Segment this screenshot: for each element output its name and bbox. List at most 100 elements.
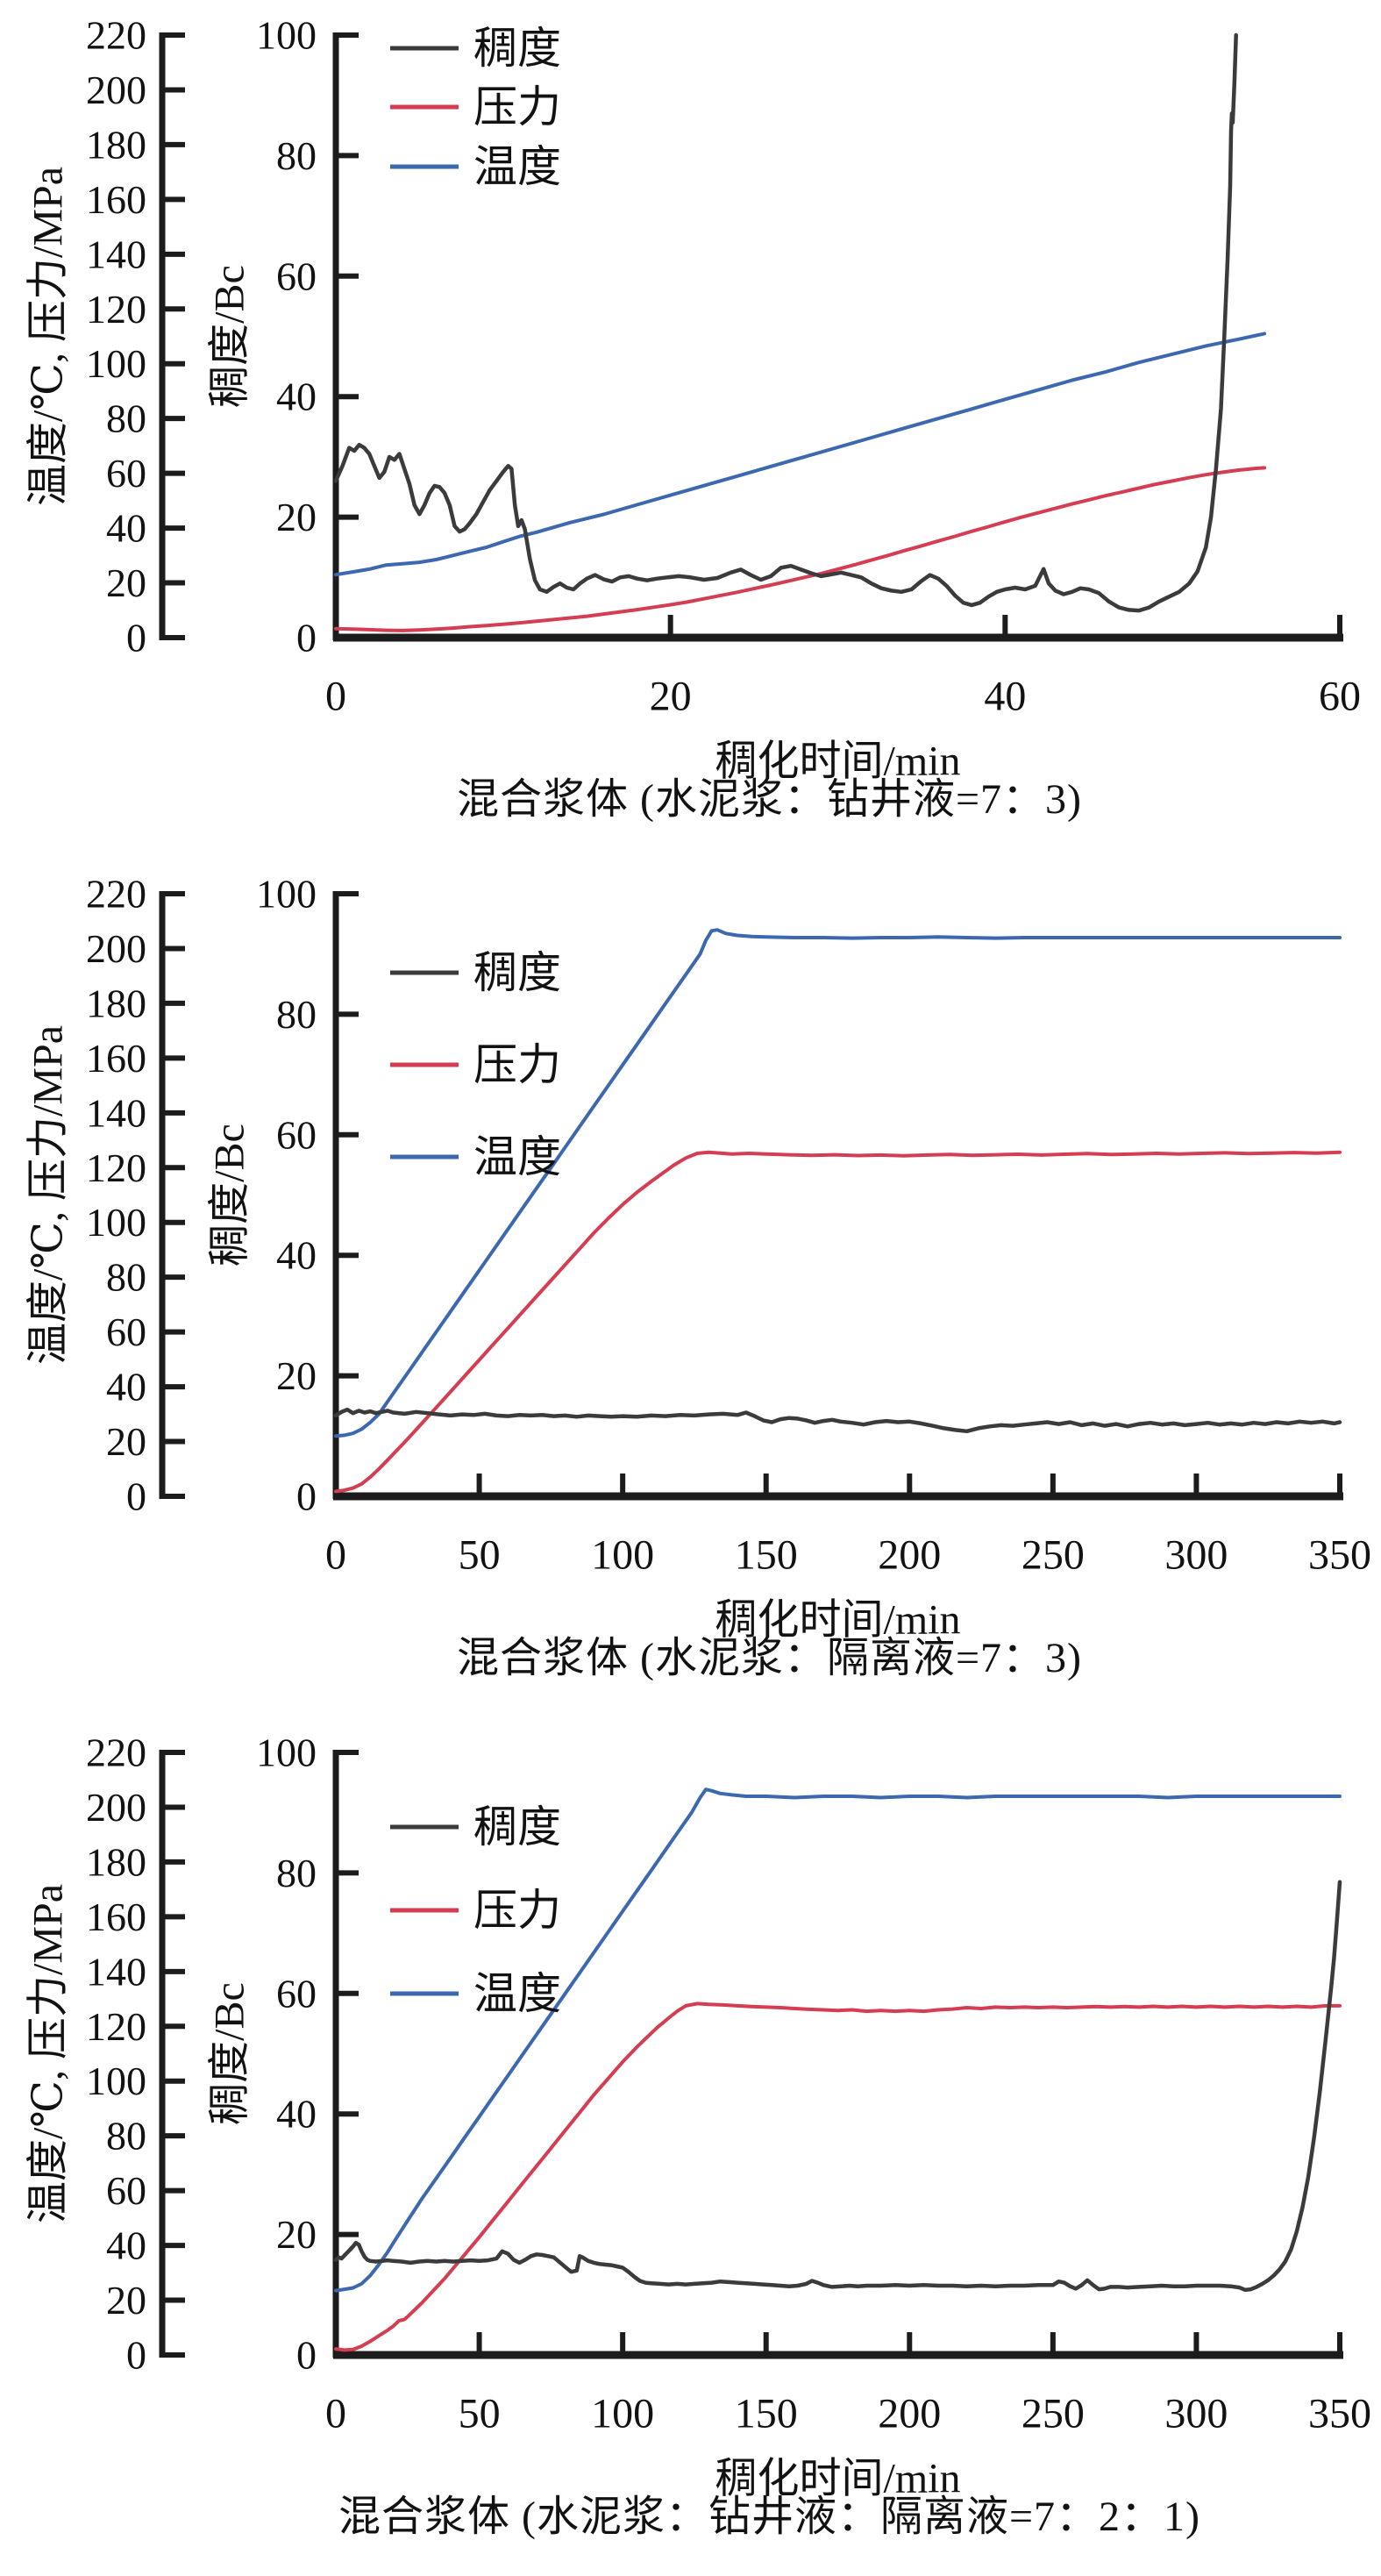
outer-y-tick-label: 160 [86,177,146,222]
outer-y-tick-label: 180 [86,981,146,1025]
x-tick-label: 250 [1022,2391,1085,2437]
inner-y-tick-label: 100 [256,13,317,58]
temperature-line [334,332,1267,577]
outer-y-tick-label: 220 [86,1730,146,1775]
x-tick-label: 50 [459,2391,501,2437]
outer-y-tick-label: 100 [86,341,146,386]
x-tick-label: 50 [459,1532,501,1579]
inner-y-tick-label: 0 [296,616,317,660]
outer-y-tick-label: 120 [86,1145,146,1190]
legend-label-consistency: 稠度 [473,24,561,73]
outer-y-tick-label: 20 [106,2278,146,2323]
x-tick-label: 350 [1308,2391,1371,2437]
pressure-line [334,2002,1342,2352]
outer-y-tick-label: 160 [86,1036,146,1081]
outer-y-tick-label: 80 [106,396,146,441]
consistency-line [333,1407,1342,1434]
legend-label-pressure: 压力 [473,82,561,132]
chart-block-2: 0 20 40 60 80 100 120 140 160 180 200 220 温度/℃, 压力/M… [0,859,1381,1717]
inner-y-tick-label: 60 [276,1112,317,1157]
legend-item-pressure: 压力 [390,1886,561,1935]
temperature-line [334,1788,1342,2293]
outer-y-tick-label: 220 [86,872,146,917]
inner-y-axis-label: 稠度/Bc [207,1982,253,2125]
inner-y-tick-label: 40 [276,2092,317,2137]
inner-y-tick-label: 60 [276,1971,317,2016]
outer-y-tick-label: 80 [106,2114,146,2159]
x-axis-label: 稠化时间/min [715,2456,960,2502]
chart-block-1: 0 20 40 60 80 100 120 140 160 180 200 220 温度/℃, 压力/M… [0,0,1381,859]
inner-y-axis-label: 稠度/Bc [207,1124,253,1267]
inner-y-tick-label: 20 [276,2212,317,2257]
outer-y-tick-label: 0 [126,616,146,660]
x-tick-label: 150 [735,2391,798,2437]
x-tick-label: 60 [1319,674,1361,720]
outer-y-tick-label: 0 [126,1474,146,1519]
outer-y-tick-label: 220 [86,13,146,58]
legend-item-pressure: 压力 [390,1040,561,1089]
outer-y-tick-label: 60 [106,1309,146,1354]
outer-y-tick-label: 40 [106,506,146,551]
outer-y-tick-label: 140 [86,1949,146,1994]
inner-y-tick-label: 100 [256,1730,317,1775]
chart-block-3: 0 20 40 60 80 100 120 140 160 180 200 220 温度/℃, 压力/M… [0,1717,1381,2576]
legend-item-consistency: 稠度 [390,1802,561,1852]
x-axis-label: 稠化时间/min [715,739,960,785]
outer-y-tick-label: 100 [86,1200,146,1245]
x-tick-label: 200 [878,1532,941,1579]
inner-y-tick-label: 0 [296,2333,317,2378]
outer-y-tick-label: 120 [86,2004,146,2049]
inner-y-tick-label: 100 [256,872,317,917]
x-tick-label: 100 [591,1532,654,1579]
x-tick-label: 300 [1164,1532,1228,1579]
pressure-line [334,466,1267,632]
legend-item-consistency: 稠度 [390,24,561,73]
outer-y-tick-label: 60 [106,2168,146,2213]
x-tick-label: 350 [1308,1532,1371,1579]
inner-y-tick-label: 80 [276,992,317,1037]
x-axis-label: 稠化时间/min [715,1597,960,1644]
outer-y-axis-label: 温度/℃, 压力/MPa [25,1884,72,2223]
inner-y-tick-label: 80 [276,1851,317,1895]
x-tick-label: 0 [325,1532,346,1579]
consistency-line [333,32,1238,613]
x-tick-label: 250 [1022,1532,1085,1579]
temperature-line [334,928,1342,1438]
x-tick-label: 40 [984,674,1026,720]
outer-y-tick-label: 160 [86,1895,146,1939]
outer-y-tick-label: 40 [106,1365,146,1409]
inner-y-axis-label: 稠度/Bc [207,265,253,408]
consistency-line [333,1880,1342,2293]
legend-label-temperature: 温度 [473,1132,561,1181]
legend-label-consistency: 稠度 [473,948,561,997]
outer-y-tick-label: 60 [106,451,146,496]
outer-y-tick-label: 0 [126,2333,146,2378]
legend-label-pressure: 压力 [473,1886,561,1935]
legend-item-temperature: 温度 [390,1969,561,2018]
outer-y-tick-label: 180 [86,122,146,167]
legend-item-consistency: 稠度 [390,948,561,997]
outer-y-tick-label: 200 [86,926,146,971]
inner-y-tick-label: 80 [276,133,317,178]
inner-y-tick-label: 40 [276,1233,317,1278]
x-tick-label: 0 [325,674,346,720]
chart-3-caption: 混合浆体 (水泥浆：钻井液：隔离液=7：2：1) [338,2494,1201,2540]
outer-y-tick-label: 100 [86,2059,146,2103]
legend-label-consistency: 稠度 [473,1802,561,1852]
outer-y-tick-label: 20 [106,1419,146,1464]
x-tick-label: 300 [1164,2391,1228,2437]
outer-y-axis-label: 温度/℃, 压力/MPa [25,167,72,506]
outer-y-tick-label: 140 [86,232,146,276]
outer-y-tick-label: 40 [106,2223,146,2268]
legend-label-pressure: 压力 [473,1040,561,1089]
chart-1-caption: 混合浆体 (水泥浆：钻井液=7：3) [456,776,1083,823]
outer-y-tick-label: 180 [86,1839,146,1884]
x-tick-label: 100 [591,2391,654,2437]
x-tick-label: 0 [325,2391,346,2437]
pressure-line [334,1150,1342,1494]
x-tick-label: 150 [735,1532,798,1579]
